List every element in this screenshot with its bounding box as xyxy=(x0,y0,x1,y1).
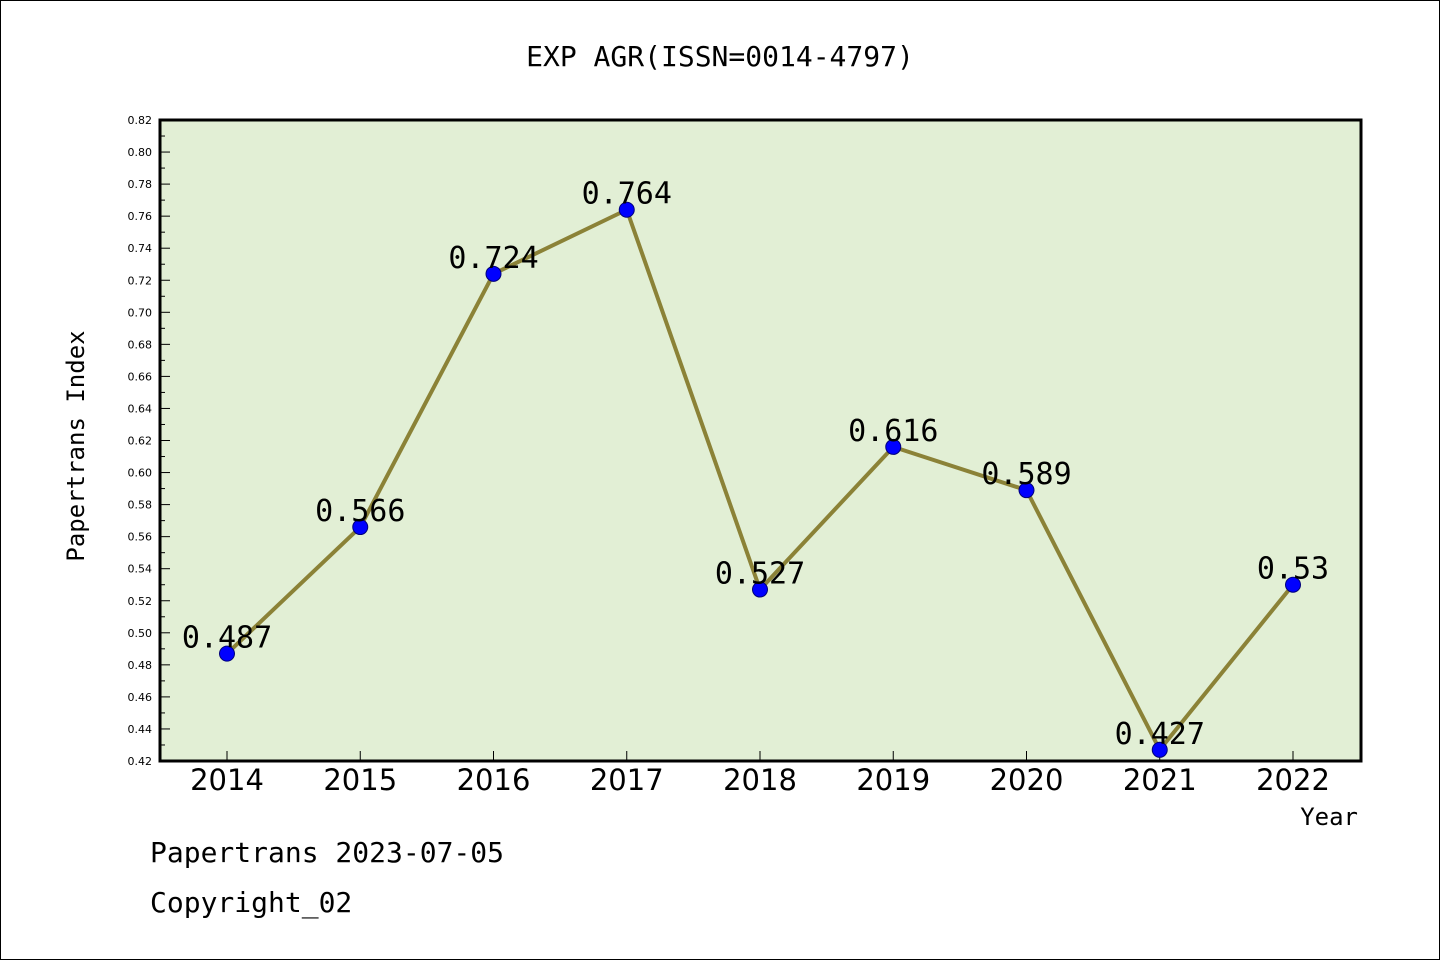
y-tick-label: 0.48 xyxy=(128,659,153,672)
axis-ticks: 0.42 0.44 0.46 0.48 0.50 0.52 0.54 0.56 0.58 0.60… xyxy=(128,114,1330,797)
y-tick-label: 0.64 xyxy=(128,402,153,415)
x-tick-label: 2017 xyxy=(590,763,664,797)
data-label: 0.724 xyxy=(448,241,538,276)
data-point xyxy=(352,519,369,536)
x-tick-label: 2015 xyxy=(323,763,397,797)
y-tick-label: 0.76 xyxy=(128,210,153,223)
series-layer: 0.487 0.566 0.724 0.764 0.527 0.616 0.589 0.427… xyxy=(182,177,1329,758)
data-label: 0.53 xyxy=(1257,552,1329,587)
y-axis-label: Papertrans Index xyxy=(62,330,90,561)
data-point xyxy=(1285,576,1301,593)
data-label: 0.527 xyxy=(715,557,805,592)
x-tick-label: 2016 xyxy=(457,763,531,797)
y-tick-label: 0.50 xyxy=(128,627,153,640)
data-label: 0.566 xyxy=(315,494,405,529)
data-point xyxy=(485,265,502,282)
data-label: 0.487 xyxy=(182,621,272,656)
y-tick-label: 0.68 xyxy=(128,338,153,351)
y-tick-label: 0.42 xyxy=(128,755,153,768)
y-tick-label: 0.66 xyxy=(128,370,153,383)
x-tick-label: 2014 xyxy=(190,763,264,797)
y-tick-label: 0.60 xyxy=(128,467,153,480)
data-point xyxy=(1018,482,1035,499)
y-tick-label: 0.80 xyxy=(128,146,153,159)
y-tick-label: 0.78 xyxy=(128,178,153,191)
y-tick-label: 0.70 xyxy=(128,306,153,319)
y-tick-label: 0.72 xyxy=(128,274,153,287)
x-tick-label: 2018 xyxy=(723,763,797,797)
footer-date: Papertrans 2023-07-05 xyxy=(150,836,505,869)
x-axis-label: Year xyxy=(1300,803,1358,831)
chart-title: EXP AGR(ISSN=0014-4797) xyxy=(526,40,914,73)
x-tick-label: 2022 xyxy=(1256,763,1330,797)
y-tick-label: 0.74 xyxy=(128,242,153,255)
footer-copyright: Copyright_02 xyxy=(150,886,353,919)
data-label: 0.427 xyxy=(1115,717,1205,752)
y-tick-label: 0.62 xyxy=(128,435,153,448)
plot-border xyxy=(158,118,1363,763)
data-label: 0.764 xyxy=(582,177,672,212)
data-point xyxy=(618,201,635,218)
y-tick-label: 0.58 xyxy=(128,499,153,512)
y-tick-label: 0.56 xyxy=(128,531,153,544)
x-tick-label: 2019 xyxy=(856,763,930,797)
y-tick-label: 0.44 xyxy=(128,723,153,736)
data-label: 0.589 xyxy=(981,457,1071,492)
y-tick-label: 0.54 xyxy=(128,563,153,576)
x-tick-label: 2021 xyxy=(1123,763,1197,797)
x-tick-label: 2020 xyxy=(990,763,1064,797)
data-point xyxy=(1151,741,1168,758)
data-point xyxy=(219,645,235,662)
y-tick-label: 0.52 xyxy=(128,595,153,608)
data-point xyxy=(752,581,768,598)
y-tick-label: 0.82 xyxy=(128,114,153,127)
data-label: 0.616 xyxy=(848,414,938,449)
data-point xyxy=(885,438,902,455)
plot-area xyxy=(160,120,1361,761)
y-tick-label: 0.46 xyxy=(128,691,153,704)
